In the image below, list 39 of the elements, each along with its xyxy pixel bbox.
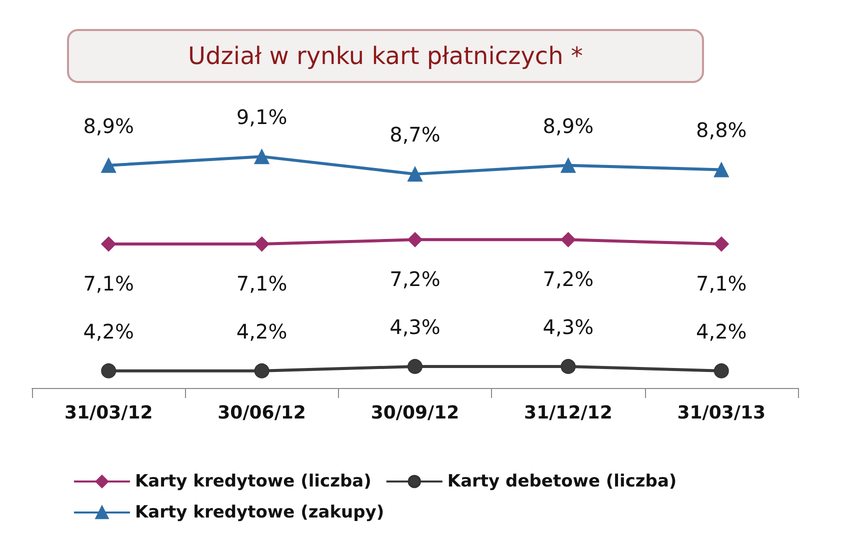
data-label: 8,9% [83,114,134,138]
point [560,358,576,374]
chart-title: Udział w rynku kart płatniczych * [188,42,583,70]
legend-label: Karty kredytowe (zakupy) [135,502,384,522]
legend-label: Karty debetowe (liczba) [447,472,677,492]
point [101,363,116,378]
point [101,236,116,252]
x-tick-label: 31/03/13 [677,402,766,424]
data-label: 4,2% [696,319,747,344]
data-label: 7,2% [542,267,594,292]
point [101,158,116,173]
point [254,149,270,164]
data-label: 4,3% [542,314,594,339]
x-tick-label: 31/03/12 [64,402,153,424]
legend-label: Karty kredytowe (liczba) [135,472,372,492]
data-label: 7,1% [236,272,288,296]
x-tick-label: 30/06/12 [218,402,306,424]
point [714,363,729,378]
data-label: 8,8% [696,118,747,142]
data-label: 4,2% [83,319,134,344]
point [254,236,270,252]
data-label: 7,1% [696,272,747,296]
point [408,358,422,374]
data-label: 4,3% [390,314,440,339]
point [408,166,422,182]
data-label: 7,1% [83,272,134,296]
point [560,232,576,248]
point [714,162,729,178]
point [254,363,270,378]
data-label: 8,7% [390,122,440,147]
data-label: 4,2% [236,319,288,344]
point [408,232,422,248]
x-tick-label: 31/12/12 [524,402,612,424]
point [560,158,576,173]
data-label: 9,1% [236,105,288,130]
x-tick-label: 30/09/12 [370,402,460,424]
data-label: 7,2% [390,267,440,292]
data-label: 8,9% [542,114,594,138]
point [714,236,729,252]
